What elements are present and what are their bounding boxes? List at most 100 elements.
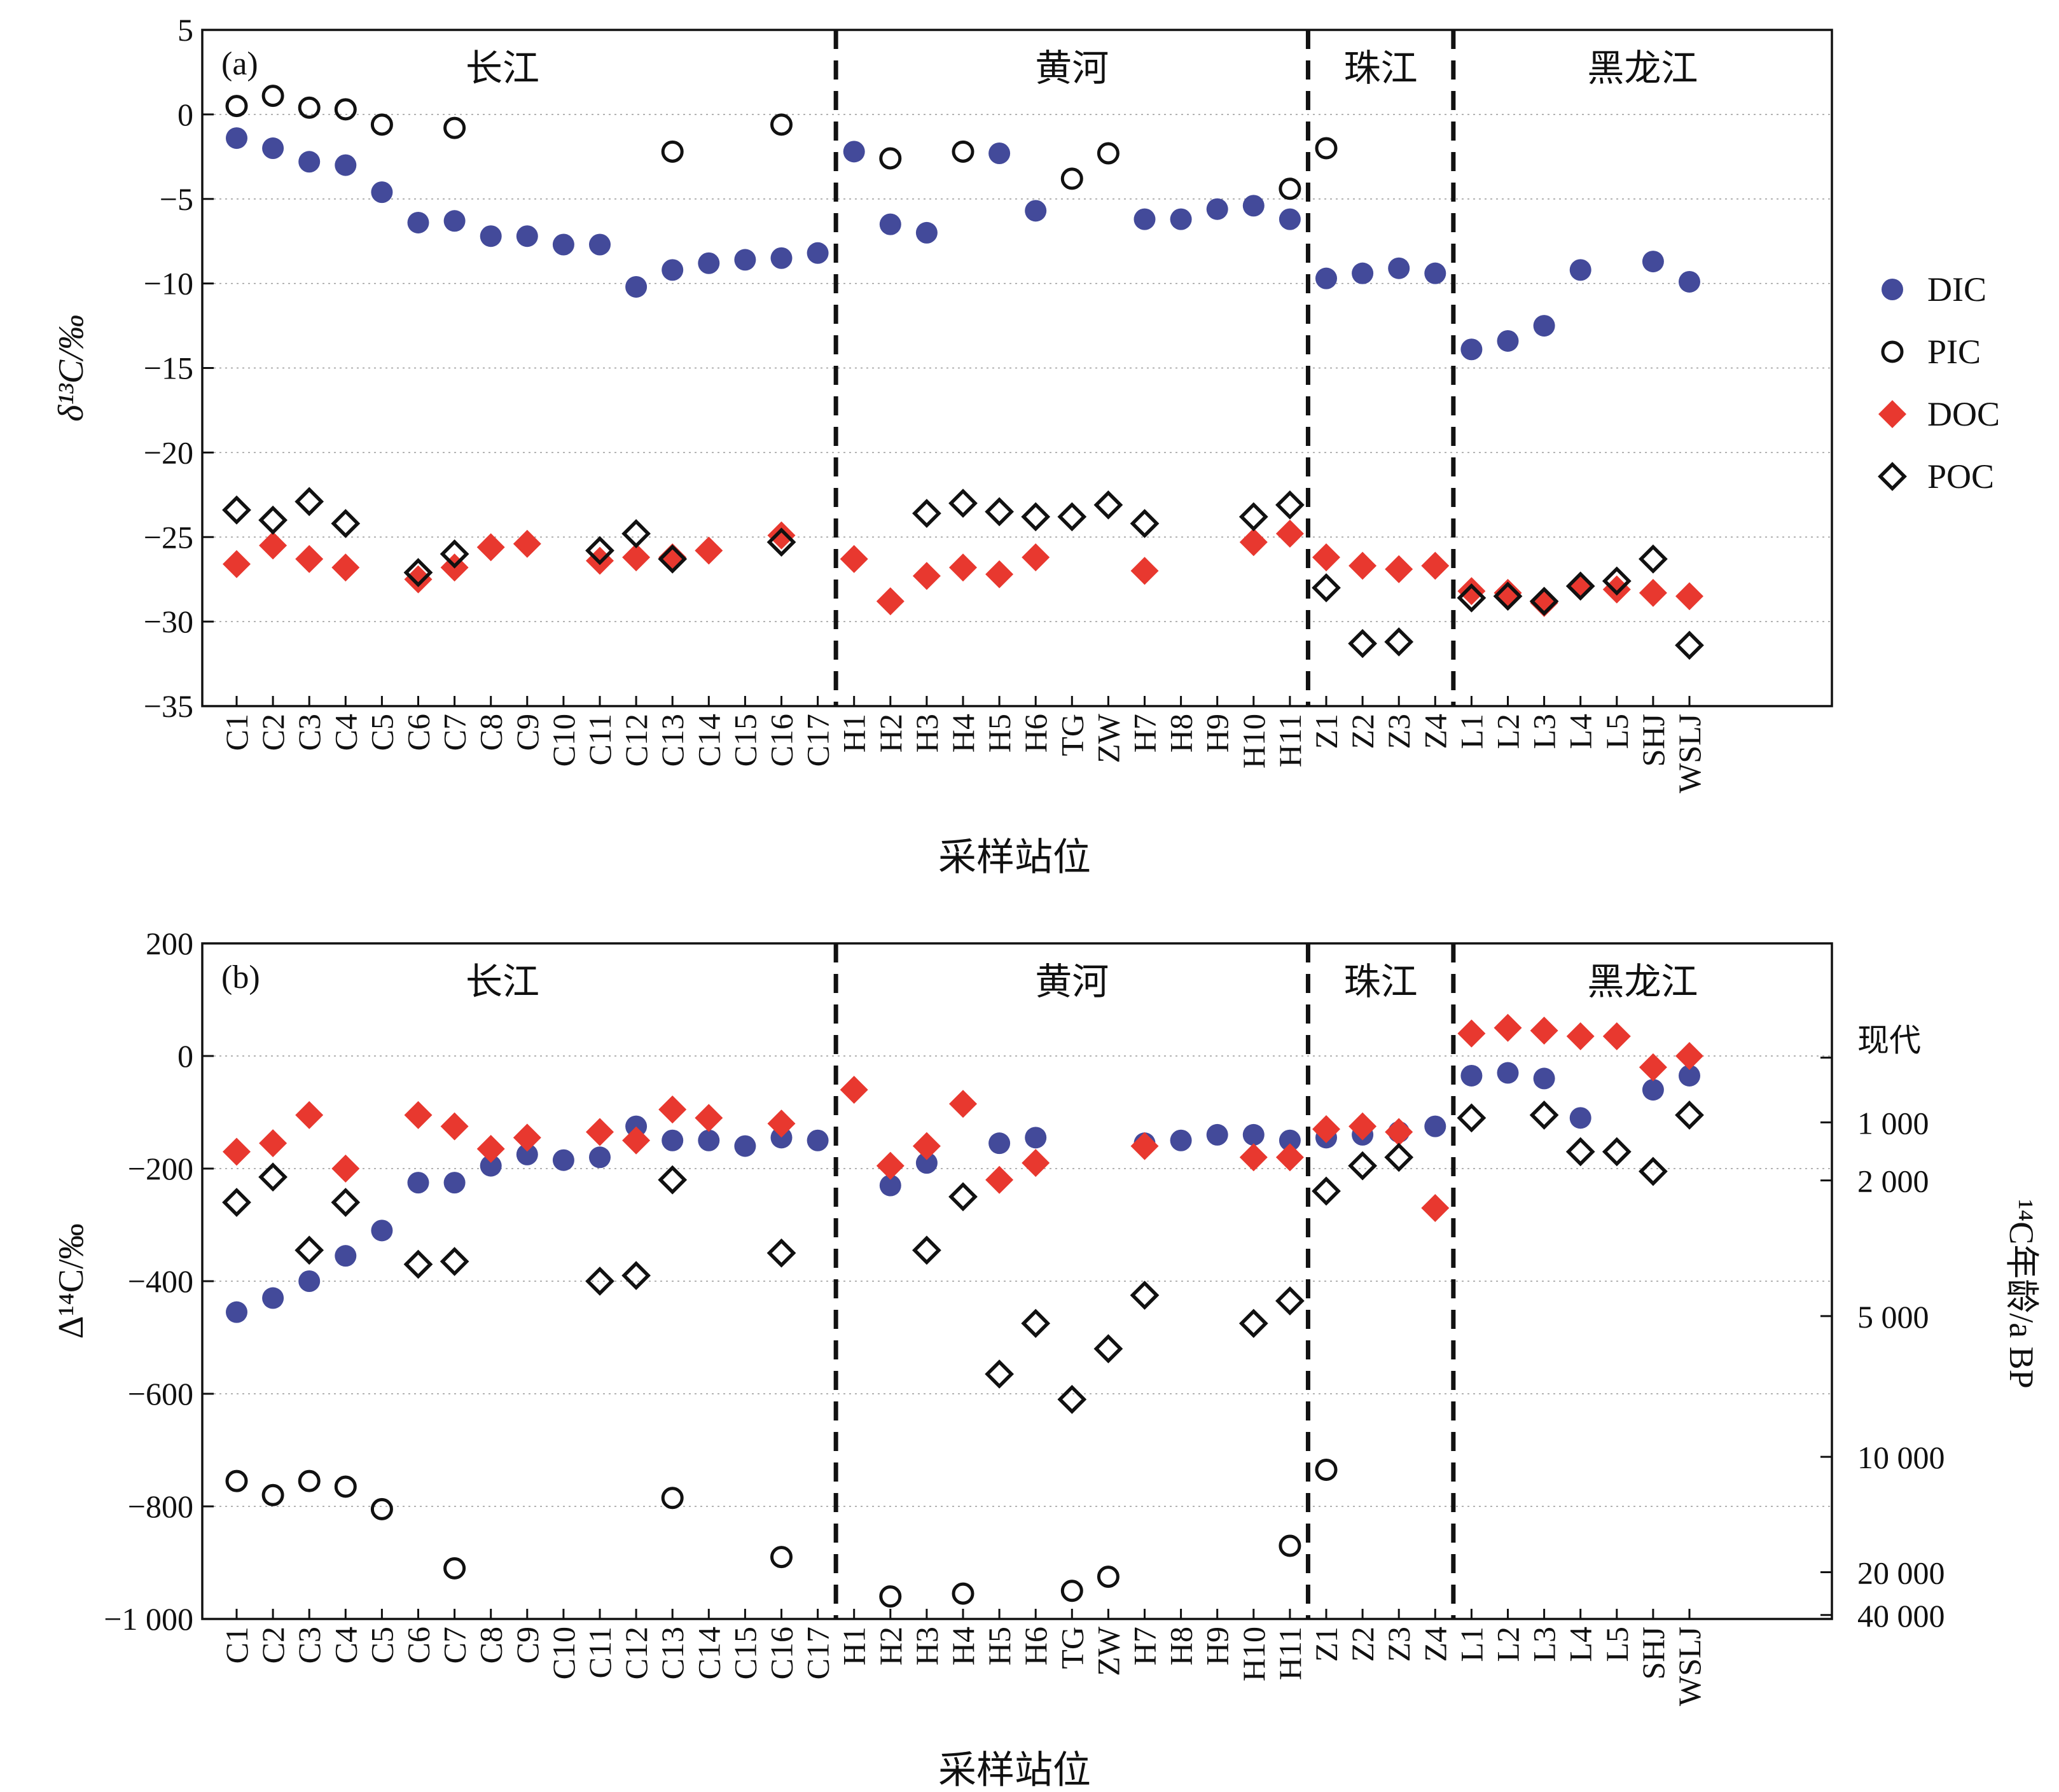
point-doc-Z2 bbox=[1348, 1112, 1377, 1141]
point-dic-Z4 bbox=[1424, 1115, 1446, 1137]
x-tick-label: H3 bbox=[909, 714, 945, 753]
legend-label: PIC bbox=[1927, 333, 1981, 371]
x-tick-label: H4 bbox=[945, 714, 981, 753]
y2-tick-label: 2 000 bbox=[1857, 1163, 1929, 1199]
y-tick-label: 0 bbox=[177, 97, 193, 132]
point-doc-C4 bbox=[331, 553, 360, 582]
point-poc-L4 bbox=[1565, 1137, 1595, 1167]
x-tick-label: SHJ bbox=[1635, 1627, 1671, 1679]
y-tick-label: −600 bbox=[128, 1376, 193, 1412]
point-doc-C11 bbox=[586, 1118, 614, 1146]
point-poc-H6 bbox=[1021, 1309, 1051, 1338]
x-tick-label: WSLJ bbox=[1672, 1627, 1707, 1706]
point-pic-H4 bbox=[952, 1582, 974, 1605]
x-tick-label: C15 bbox=[727, 1627, 763, 1679]
x-tick-label: ZW bbox=[1090, 1626, 1126, 1676]
x-tick-label: Z2 bbox=[1345, 714, 1380, 749]
group-title: 黑龙江 bbox=[1587, 961, 1698, 1003]
point-dic-Z4 bbox=[1424, 262, 1446, 284]
x-tick-label: C12 bbox=[618, 1627, 654, 1679]
point-dic-C15 bbox=[734, 1135, 756, 1157]
x-tick-label: C1 bbox=[219, 714, 254, 751]
point-doc-H2 bbox=[876, 1151, 905, 1180]
point-doc-H5 bbox=[985, 1165, 1014, 1194]
point-poc-L2 bbox=[1493, 581, 1523, 611]
x-tick-label: Z3 bbox=[1381, 714, 1417, 749]
point-doc-WSLJ bbox=[1675, 1042, 1703, 1070]
point-poc-C11 bbox=[585, 536, 614, 566]
point-poc-H3 bbox=[912, 499, 941, 528]
point-dic-C4 bbox=[335, 154, 357, 176]
x-tick-label: C13 bbox=[655, 714, 690, 767]
point-poc-Z1 bbox=[1312, 573, 1341, 602]
point-dic-L4 bbox=[1569, 1107, 1591, 1129]
point-doc-Z2 bbox=[1348, 552, 1377, 580]
x-tick-label: C5 bbox=[364, 1627, 399, 1664]
point-poc-H5 bbox=[985, 1359, 1014, 1389]
point-dic-L1 bbox=[1460, 338, 1483, 361]
point-dic-H11 bbox=[1279, 208, 1301, 230]
point-pic-C1 bbox=[225, 1469, 248, 1492]
point-doc-C7 bbox=[440, 1112, 469, 1141]
y2-axis-label: ¹⁴C年龄/a BP bbox=[2002, 1199, 2041, 1389]
point-dic-C5 bbox=[371, 181, 393, 204]
point-pic-C13 bbox=[661, 140, 684, 163]
point-pic-TG bbox=[1060, 1580, 1083, 1602]
x-tick-label: C2 bbox=[255, 714, 291, 751]
point-doc-Z1 bbox=[1312, 1115, 1340, 1144]
point-doc-Z1 bbox=[1312, 543, 1340, 572]
point-poc-TG bbox=[1057, 502, 1087, 532]
point-dic-Z1 bbox=[1315, 267, 1337, 289]
y-tick-label: −400 bbox=[128, 1263, 193, 1299]
x-tick-label: C8 bbox=[473, 1627, 509, 1664]
x-tick-label: C17 bbox=[800, 1627, 836, 1679]
x-tick-label: TG bbox=[1054, 1627, 1090, 1669]
point-dic-H5 bbox=[988, 142, 1011, 164]
point-dic-WSLJ bbox=[1679, 270, 1700, 293]
point-dic-C3 bbox=[298, 151, 321, 173]
x-tick-label: H1 bbox=[836, 1627, 872, 1665]
y2-tick-label: 1 000 bbox=[1857, 1105, 1929, 1141]
x-tick-label: TG bbox=[1054, 714, 1090, 756]
point-doc-L5 bbox=[1602, 575, 1631, 604]
y-tick-label: −200 bbox=[128, 1151, 193, 1186]
point-poc-L1 bbox=[1457, 1103, 1487, 1133]
x-tick-label: SHJ bbox=[1635, 714, 1671, 767]
y-tick-label: −1 000 bbox=[104, 1601, 193, 1637]
x-tick-label: H5 bbox=[981, 714, 1017, 753]
point-doc-C14 bbox=[695, 1104, 723, 1132]
point-poc-Z2 bbox=[1348, 629, 1377, 658]
point-pic-C13 bbox=[661, 1487, 684, 1510]
point-dic-C13 bbox=[662, 259, 684, 281]
x-tick-label: C17 bbox=[800, 714, 836, 767]
point-poc-C16 bbox=[766, 1238, 796, 1268]
x-tick-label: H1 bbox=[836, 714, 872, 753]
point-doc-SHJ bbox=[1639, 578, 1667, 607]
x-tick-label: L4 bbox=[1563, 1627, 1598, 1662]
x-tick-label: C8 bbox=[473, 714, 509, 751]
point-poc-L3 bbox=[1529, 587, 1559, 616]
y-tick-label: −35 bbox=[144, 688, 193, 724]
point-pic-ZW bbox=[1097, 1566, 1120, 1588]
point-poc-C11 bbox=[585, 1267, 614, 1296]
y-tick-label: −800 bbox=[128, 1489, 193, 1524]
point-pic-C5 bbox=[370, 1497, 393, 1520]
point-pic-H4 bbox=[952, 140, 974, 163]
x-tick-label: C14 bbox=[691, 1627, 726, 1679]
x-tick-label: Z1 bbox=[1308, 714, 1344, 749]
y-axis-label: Δ¹⁴C/‰ bbox=[52, 1223, 91, 1338]
legend-label: DOC bbox=[1927, 395, 2000, 433]
x-tick-label: C11 bbox=[582, 714, 618, 766]
point-dic-C1 bbox=[226, 127, 247, 149]
legend-label: DIC bbox=[1927, 270, 1986, 309]
point-dic-H9 bbox=[1206, 1123, 1228, 1146]
x-tick-label: L1 bbox=[1453, 1627, 1489, 1662]
series-poc bbox=[222, 487, 1704, 660]
x-tick-label: C5 bbox=[364, 714, 399, 751]
point-dic-C16 bbox=[770, 1127, 793, 1149]
point-dic-L3 bbox=[1533, 1067, 1555, 1090]
point-doc-C6 bbox=[404, 1101, 433, 1129]
point-poc-SHJ bbox=[1639, 1156, 1668, 1186]
point-poc-H7 bbox=[1130, 1281, 1160, 1310]
